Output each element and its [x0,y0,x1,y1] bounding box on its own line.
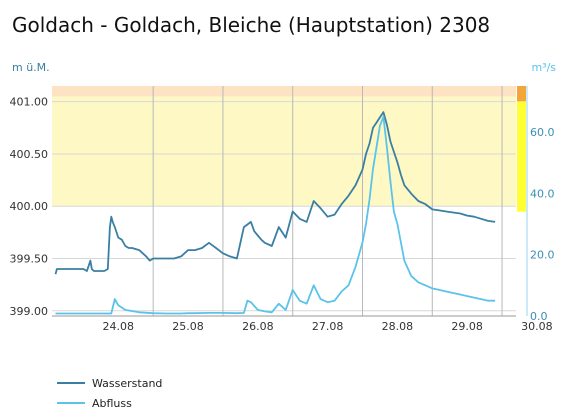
x-tick-label: 28.08 [382,320,414,333]
left-tick-label: 400.50 [10,148,49,161]
band-1 [52,86,516,97]
right-tick-label: 20.0 [530,249,555,262]
series-line-abfluss [55,115,496,315]
scale-bar-segment-0 [517,211,526,316]
band-0 [52,96,516,207]
x-tick-label: 30.08 [521,320,553,333]
legend-label: Abfluss [92,397,132,410]
scale-bar-segment-2 [517,86,526,102]
x-tick-label: 24.08 [103,320,135,333]
chart-title: Goldach - Goldach, Bleiche (Hauptstation… [12,13,490,37]
right-tick-label: 40.0 [530,187,555,200]
right-tick-label: 60.0 [530,126,555,139]
left-axis-unit: m ü.M. [12,61,50,74]
left-tick-label: 399.50 [10,253,49,266]
x-tick-label: 27.08 [312,320,344,333]
legend: Wasserstand Abfluss [57,377,162,410]
scale-bar-segment-1 [517,101,526,212]
x-tick-label: 26.08 [242,320,274,333]
right-tick-label: 0.0 [530,310,548,323]
plot-area: 399.00 399.50 400.00 400.50 401.00 0.0 20.0 40.… [10,86,555,333]
left-tick-label: 399.00 [10,305,49,318]
left-tick-label: 400.00 [10,200,49,213]
series-line-wasserstand [54,111,496,275]
right-axis-unit: m³/s [531,61,556,74]
x-tick-label: 29.08 [451,320,483,333]
left-tick-label: 401.00 [10,96,49,109]
legend-label: Wasserstand [92,377,162,390]
x-tick-label: 25.08 [172,320,204,333]
